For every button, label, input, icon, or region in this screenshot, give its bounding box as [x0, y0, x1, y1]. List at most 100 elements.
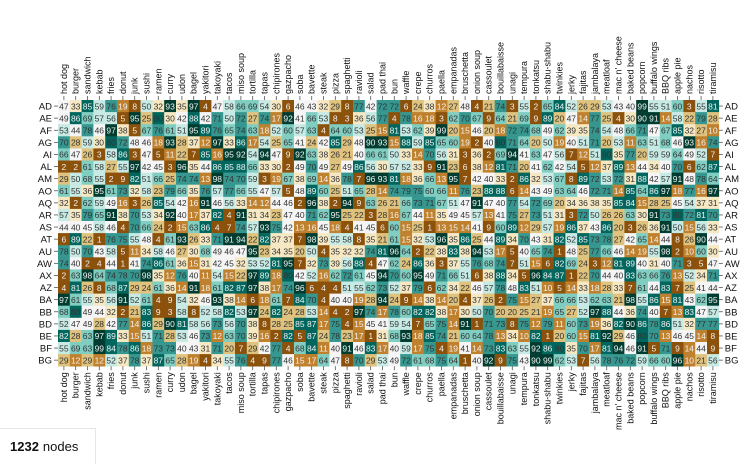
heatmap-cell-value: 33 [614, 283, 624, 293]
heatmap-cell [600, 245, 613, 258]
heatmap-cell-value: 51 [342, 186, 352, 196]
heatmap-cell-value: 91 [437, 162, 447, 172]
heatmap-cell-value: 20 [484, 125, 494, 135]
heatmap-cell-value: 80 [71, 307, 81, 317]
heatmap-cell [305, 112, 318, 125]
heatmap-cell-value: 38 [295, 174, 305, 184]
heatmap-cell-value: 58 [142, 186, 152, 196]
heatmap-cell-value: 24 [142, 283, 152, 293]
heatmap-cell-value: 32 [130, 186, 140, 196]
heatmap-cell [376, 148, 389, 161]
heatmap-cell [471, 245, 484, 258]
heatmap-cell-value: 65 [425, 319, 435, 329]
heatmap-cell-value: 4 [321, 246, 326, 256]
heatmap-cell-value: 78 [331, 331, 341, 341]
heatmap-cell [105, 112, 118, 125]
heatmap-cell [530, 148, 543, 161]
heatmap-cell [117, 245, 130, 258]
heatmap-cell-value: 86 [661, 319, 671, 329]
heatmap-cell-value: 70 [484, 307, 494, 317]
heatmap-cell-value: 35 [366, 234, 376, 244]
heatmap-cell-value: 80 [602, 150, 612, 160]
heatmap-cell-value: 52 [390, 283, 400, 293]
heatmap-cell [329, 196, 342, 210]
heatmap-cell-value: 46 [224, 246, 234, 256]
heatmap-cell [270, 160, 283, 173]
heatmap-cell-value: 70 [578, 343, 588, 353]
heatmap-cell-value: 50 [71, 174, 81, 184]
heatmap-cell [294, 136, 307, 149]
heatmap-cell-value: 15 [295, 355, 305, 365]
heatmap-cell-value: 5 [699, 259, 704, 269]
y-tick-label: AW [725, 259, 740, 270]
heatmap-cell-value: 36 [472, 150, 482, 160]
heatmap-cell-value: 67 [437, 198, 447, 208]
heatmap-cell [69, 208, 82, 222]
heatmap-cell-value: 98 [83, 271, 93, 281]
heatmap-cell-value: 31 [378, 331, 388, 341]
y-tick-label: BG [38, 356, 52, 367]
heatmap-cell [317, 233, 330, 246]
heatmap-cell [69, 160, 82, 173]
x-tick-label: crepe [413, 372, 423, 395]
heatmap-cell-value: 64 [708, 174, 718, 184]
y-tick-label: AT [725, 235, 737, 246]
heatmap-cell-value: 35 [578, 125, 588, 135]
heatmap-cell [388, 281, 401, 294]
heatmap-cell-value: 43 [590, 222, 600, 232]
heatmap-cell-value: 4 [156, 234, 161, 244]
heatmap-cell [471, 112, 484, 125]
heatmap-cell-value: 29 [130, 283, 140, 293]
heatmap-cell [128, 172, 141, 185]
heatmap-cell-value: 40 [519, 246, 529, 256]
heatmap-cell [648, 208, 661, 222]
heatmap-cell-value: 60 [401, 307, 411, 317]
heatmap-cell-value: 66 [567, 295, 577, 305]
heatmap-cell [423, 257, 436, 270]
heatmap-cell [435, 221, 448, 234]
heatmap-cell-value: 31 [449, 150, 459, 160]
heatmap-cell-value: 2 [168, 222, 173, 232]
heatmap-cell-value: 47 [567, 113, 577, 123]
heatmap-cell [176, 148, 189, 161]
heatmap-cell-value: 73 [213, 319, 223, 329]
heatmap-cell-value: 65 [95, 210, 105, 220]
heatmap-cell-value: 69 [496, 150, 506, 160]
heatmap-cell [447, 196, 460, 210]
heatmap-cell-value: 6 [404, 101, 409, 111]
heatmap-cell [211, 233, 224, 246]
heatmap-cell [176, 172, 189, 185]
heatmap-cell [140, 269, 153, 282]
x-tick-label: crepe [413, 71, 423, 94]
heatmap-cell [423, 208, 436, 222]
heatmap-cell [294, 233, 307, 246]
heatmap-cell-value: 75 [437, 319, 447, 329]
heatmap-cell-value: 70 [130, 210, 140, 220]
heatmap-cell [388, 208, 401, 222]
heatmap-cell-value: 40 [390, 343, 400, 353]
heatmap-cell-value: 36 [331, 174, 341, 184]
y-tick-label: AE [39, 114, 52, 125]
heatmap-cell-value: 43 [614, 101, 624, 111]
heatmap-cell [553, 245, 566, 258]
heatmap-cell-value: 89 [201, 125, 211, 135]
heatmap-cell-value: 89 [106, 331, 116, 341]
heatmap-cell-value: 71 [602, 186, 612, 196]
heatmap-cell-value: 6 [286, 101, 291, 111]
heatmap-cell-value: 74 [283, 283, 293, 293]
y-tick-label: BB [725, 307, 738, 318]
heatmap-cell-value: 24 [260, 307, 270, 317]
heatmap-cell-value: 91 [661, 222, 671, 232]
heatmap-cell-value: 79 [413, 283, 423, 293]
heatmap-cell [671, 184, 684, 198]
heatmap-cell-value: 24 [401, 259, 411, 269]
heatmap-cell-value: 73 [118, 186, 128, 196]
heatmap-cell-value: 38 [437, 307, 447, 317]
heatmap-cell [707, 269, 720, 282]
heatmap-cell [117, 281, 130, 294]
heatmap-cell-value: 70 [673, 162, 683, 172]
heatmap-cell-value: 12 [201, 138, 211, 148]
y-tick-label: AO [38, 186, 52, 197]
heatmap-cell [553, 136, 566, 149]
